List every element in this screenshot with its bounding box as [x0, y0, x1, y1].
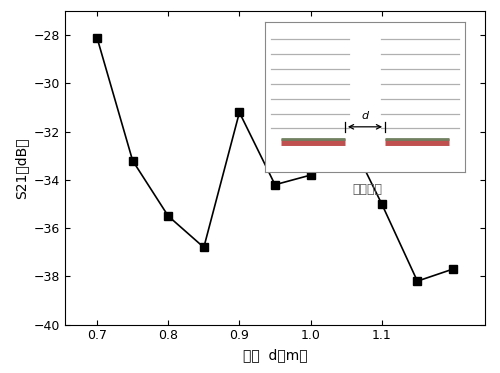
Text: 共线排列: 共线排列 — [352, 183, 382, 196]
X-axis label: 间距  d（m）: 间距 d（m） — [242, 348, 308, 362]
Y-axis label: S21（dB）: S21（dB） — [14, 137, 28, 199]
Text: d: d — [362, 111, 368, 121]
